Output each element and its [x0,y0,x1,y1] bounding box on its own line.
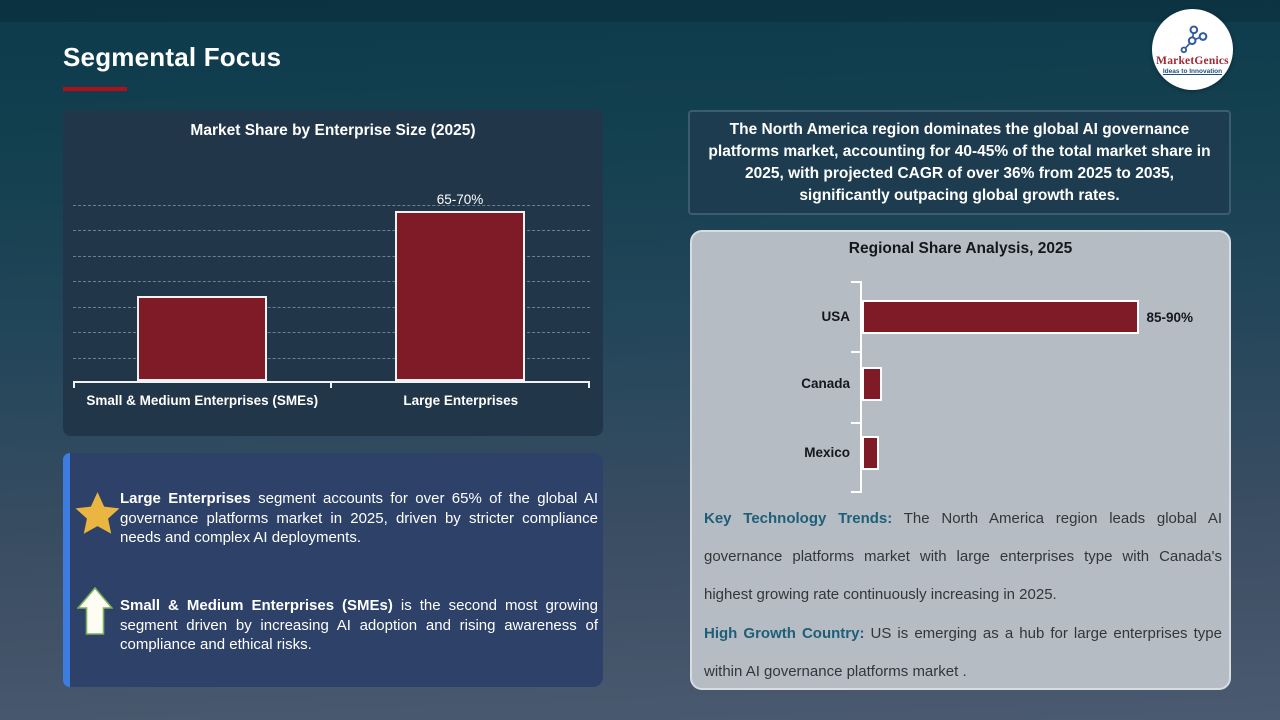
bar-canada [862,367,882,401]
insight-lead: Large Enterprises [120,490,251,507]
category-label-mexico: Mexico [804,445,850,460]
up-arrow-icon [77,587,113,635]
x-axis-labels: Small & Medium Enterprises (SMEs) Large … [73,393,590,408]
gridline [73,307,590,308]
slide-title: Segmental Focus [63,42,282,72]
enterprise-chart-plot-area: 65-70% [73,192,590,388]
gridline [73,205,590,206]
x-axis-label-smes: Small & Medium Enterprises (SMEs) [86,393,319,408]
x-axis-label-large-enterprises: Large Enterprises [403,393,519,408]
molecule-icon [1180,25,1207,54]
x-axis-tick [330,381,332,388]
star-icon [75,492,120,534]
insight-body: segment accounts for over 65% of the glo… [120,490,598,546]
bar-usa-value-label: 85-90% [1146,309,1193,325]
enterprise-size-chart-panel: Market Share by Enterprise Size (2025) 6… [63,110,603,436]
note-lead: Key Technology Trends: [704,510,893,527]
y-axis-tick [851,281,860,283]
insight-item-large-enterprises: Large Enterprises segment accounts for o… [120,489,598,548]
bar-row-usa: 85-90% [862,300,1193,334]
bar-smes [137,295,267,381]
y-axis-tick [851,491,860,493]
enterprise-chart-title: Market Share by Enterprise Size (2025) [190,122,476,139]
note-body: The North America region leads global AI… [704,510,1222,603]
north-america-callout: The North America region dominates the g… [688,110,1231,215]
bar-row-canada [862,367,1193,401]
x-axis-tick [73,381,75,388]
bar-usa [862,300,1140,334]
insight-body: is the second most growing segment drive… [120,597,598,653]
gridline [73,332,590,333]
y-axis-tick [851,422,860,424]
bar-large-value-label: 65-70% [436,192,484,208]
note-key-technology-trends: Key Technology Trends: The North America… [704,500,1222,614]
regional-chart-title: Regional Share Analysis, 2025 [848,240,1073,257]
note-body: US is emerging as a hub for large enterp… [704,625,1222,680]
brand-logo: MarketGenics Ideas to Innovation [1152,9,1233,90]
note-lead: High Growth Country: [704,625,865,642]
gridline [73,281,590,282]
bar-row-mexico [862,436,1193,470]
brand-name: MarketGenics [1156,55,1229,67]
top-edge-strip [0,0,1280,22]
gridline [73,256,590,257]
gridline [73,358,590,359]
note-high-growth-country: High Growth Country: US is emerging as a… [704,615,1222,691]
x-axis-tick [588,381,590,388]
insight-accent-bar [63,453,70,687]
brand-tagline: Ideas to Innovation [1162,68,1223,75]
insight-box: Large Enterprises segment accounts for o… [63,453,603,687]
title-underline [63,87,127,91]
y-axis-tick [851,351,860,353]
insight-lead: Small & Medium Enterprises (SMEs) [120,597,393,614]
category-label-usa: USA [821,309,850,324]
gridline [73,230,590,231]
y-axis-line [860,281,862,493]
bar-mexico [862,436,879,470]
bar-large-enterprises: 65-70% [395,192,525,381]
north-america-callout-text: The North America region dominates the g… [708,120,1211,204]
category-label-canada: Canada [801,376,850,391]
insight-item-smes: Small & Medium Enterprises (SMEs) is the… [120,596,598,655]
regional-share-panel: Regional Share Analysis, 2025 USA 85-90%… [690,230,1231,690]
